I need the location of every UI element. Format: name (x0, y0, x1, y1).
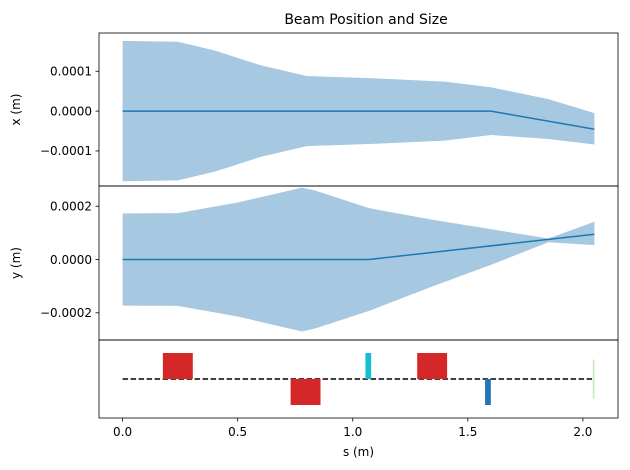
y-tick-label: 0.0000 (50, 253, 92, 267)
beam-centroid-line (122, 110, 595, 130)
y-axis-title: x (m) (9, 94, 23, 126)
x-tick-label: 1.0 (343, 425, 362, 439)
y-tick-label: −0.0001 (40, 144, 92, 158)
y-tick-label: 0.0001 (50, 65, 92, 79)
panel-frame (98, 339, 619, 419)
quadrupole-2 (290, 379, 321, 405)
x-tick-label: 0.5 (228, 425, 247, 439)
marker-1 (365, 353, 372, 379)
chart-title: Beam Position and Size (284, 12, 447, 28)
y-axis-title: y (m) (9, 247, 23, 279)
x-axis-title: s (m) (343, 445, 374, 459)
marker-2 (485, 379, 491, 405)
x-tick-label: 2.0 (573, 425, 592, 439)
beam-centroid-line (122, 233, 595, 261)
quadrupole-1 (162, 353, 193, 379)
x-tick-label: 0.0 (113, 425, 132, 439)
y-tick-label: −0.0002 (40, 306, 92, 320)
x-tick-label: 1.5 (458, 425, 477, 439)
lattice-layout-panel: 0.0 0.5 1.0 1.5 2.0 (98, 339, 619, 439)
y-tick-label: 0.0000 (50, 104, 92, 118)
y-tick-label: 0.0002 (50, 200, 92, 214)
x-position-panel: −0.0001 0.0000 0.0001 x (m) (9, 32, 619, 187)
quadrupole-3 (417, 353, 448, 379)
marker-3 (592, 359, 595, 399)
